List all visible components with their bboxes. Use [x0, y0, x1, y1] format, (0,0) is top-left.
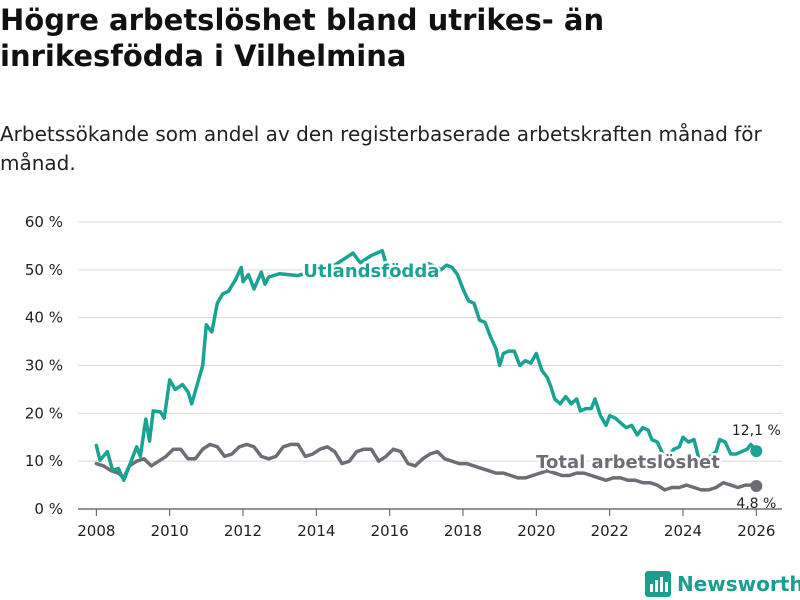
x-tick-label: 2024 [664, 522, 702, 540]
end-value-label: 12,1 % [732, 423, 781, 439]
y-tick-label: 20 % [25, 404, 63, 422]
end-points: 12,1 % 4,8 % [732, 423, 781, 512]
bar-chart-logo-icon [645, 571, 671, 597]
y-axis-tick-labels: 0 % 10 % 20 % 30 % 40 % 50 % 60 % [25, 213, 63, 518]
brand-name: Newsworthy [677, 572, 800, 596]
y-tick-label: 50 % [25, 261, 63, 279]
brand-logo[interactable]: Newsworthy [645, 568, 800, 600]
series-annotation: Utlandsfödda [303, 261, 439, 282]
series-annotation: Total arbetslöshet [536, 452, 720, 473]
x-tick-label: 2014 [297, 522, 335, 540]
x-tick-label: 2008 [77, 522, 115, 540]
x-tick-label: 2018 [444, 522, 482, 540]
grid-lines [78, 221, 782, 510]
chart-title: Högre arbetslöshet bland utrikes- än inr… [0, 3, 605, 73]
x-axis: 2008 2010 2012 2014 2016 2018 2020 2022 2024 2026 [77, 509, 775, 540]
y-tick-label: 40 % [25, 309, 63, 327]
x-tick-label: 2026 [737, 522, 775, 540]
y-tick-label: 60 % [25, 213, 63, 231]
series-lines [94, 248, 759, 492]
y-tick-label: 10 % [25, 452, 63, 470]
y-tick-label: 30 % [25, 357, 63, 375]
end-value-label: 4,8 % [736, 496, 776, 512]
chart-subtitle: Arbetssökande som andel av den registerb… [0, 122, 762, 175]
end-point-utlandsfodda [750, 445, 763, 458]
series-line-utlandsfodda [94, 248, 759, 483]
x-tick-label: 2016 [371, 522, 409, 540]
y-tick-label: 0 % [34, 500, 63, 518]
series-line-total [94, 442, 759, 492]
end-point-total [750, 480, 763, 493]
x-tick-label: 2020 [517, 522, 555, 540]
x-tick-label: 2010 [151, 522, 189, 540]
annotations: Utlandsfödda Total arbetslöshet [301, 258, 723, 475]
x-tick-label: 2022 [591, 522, 629, 540]
x-tick-label: 2012 [224, 522, 262, 540]
